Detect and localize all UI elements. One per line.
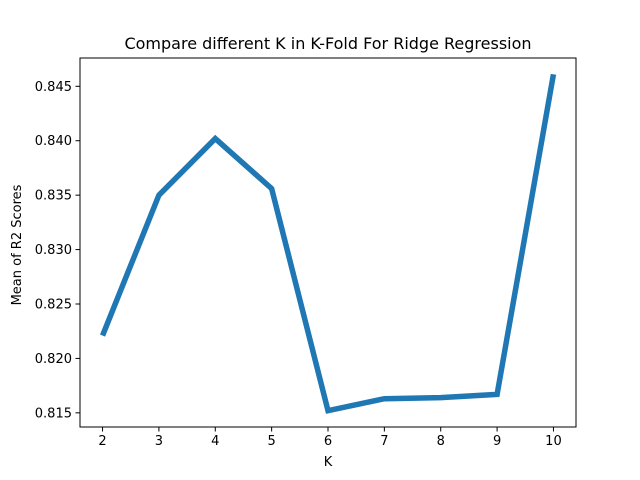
chart-title: Compare different K in K-Fold For Ridge … (124, 34, 531, 53)
x-tick-label: 8 (437, 434, 445, 449)
series-line (99, 73, 557, 414)
y-tick-label: 0.825 (35, 298, 72, 313)
y-tick-label: 0.820 (35, 352, 72, 367)
plot-area: 2 3 4 5 6 7 8 9 10 0.815 0.820 0.825 0.830 0.835 0.840… (35, 57, 577, 449)
x-axis-label: K (324, 455, 333, 470)
y-tick-label: 0.815 (35, 406, 72, 421)
x-tick-label: 5 (267, 434, 275, 449)
y-tick-label: 0.835 (35, 189, 72, 204)
y-axis-label: Mean of R2 Scores (10, 184, 25, 305)
x-tick-label: 7 (380, 434, 388, 449)
x-tick-label: 6 (324, 434, 332, 449)
y-tick-label: 0.840 (35, 134, 72, 149)
x-tick-label: 2 (98, 434, 106, 449)
y-tick-label: 0.830 (35, 243, 72, 258)
y-tick-label: 0.845 (35, 80, 72, 95)
x-tick-label: 3 (155, 434, 163, 449)
x-tick-label: 4 (211, 434, 219, 449)
x-tick-label: 10 (545, 434, 562, 449)
x-tick-label: 9 (493, 434, 501, 449)
